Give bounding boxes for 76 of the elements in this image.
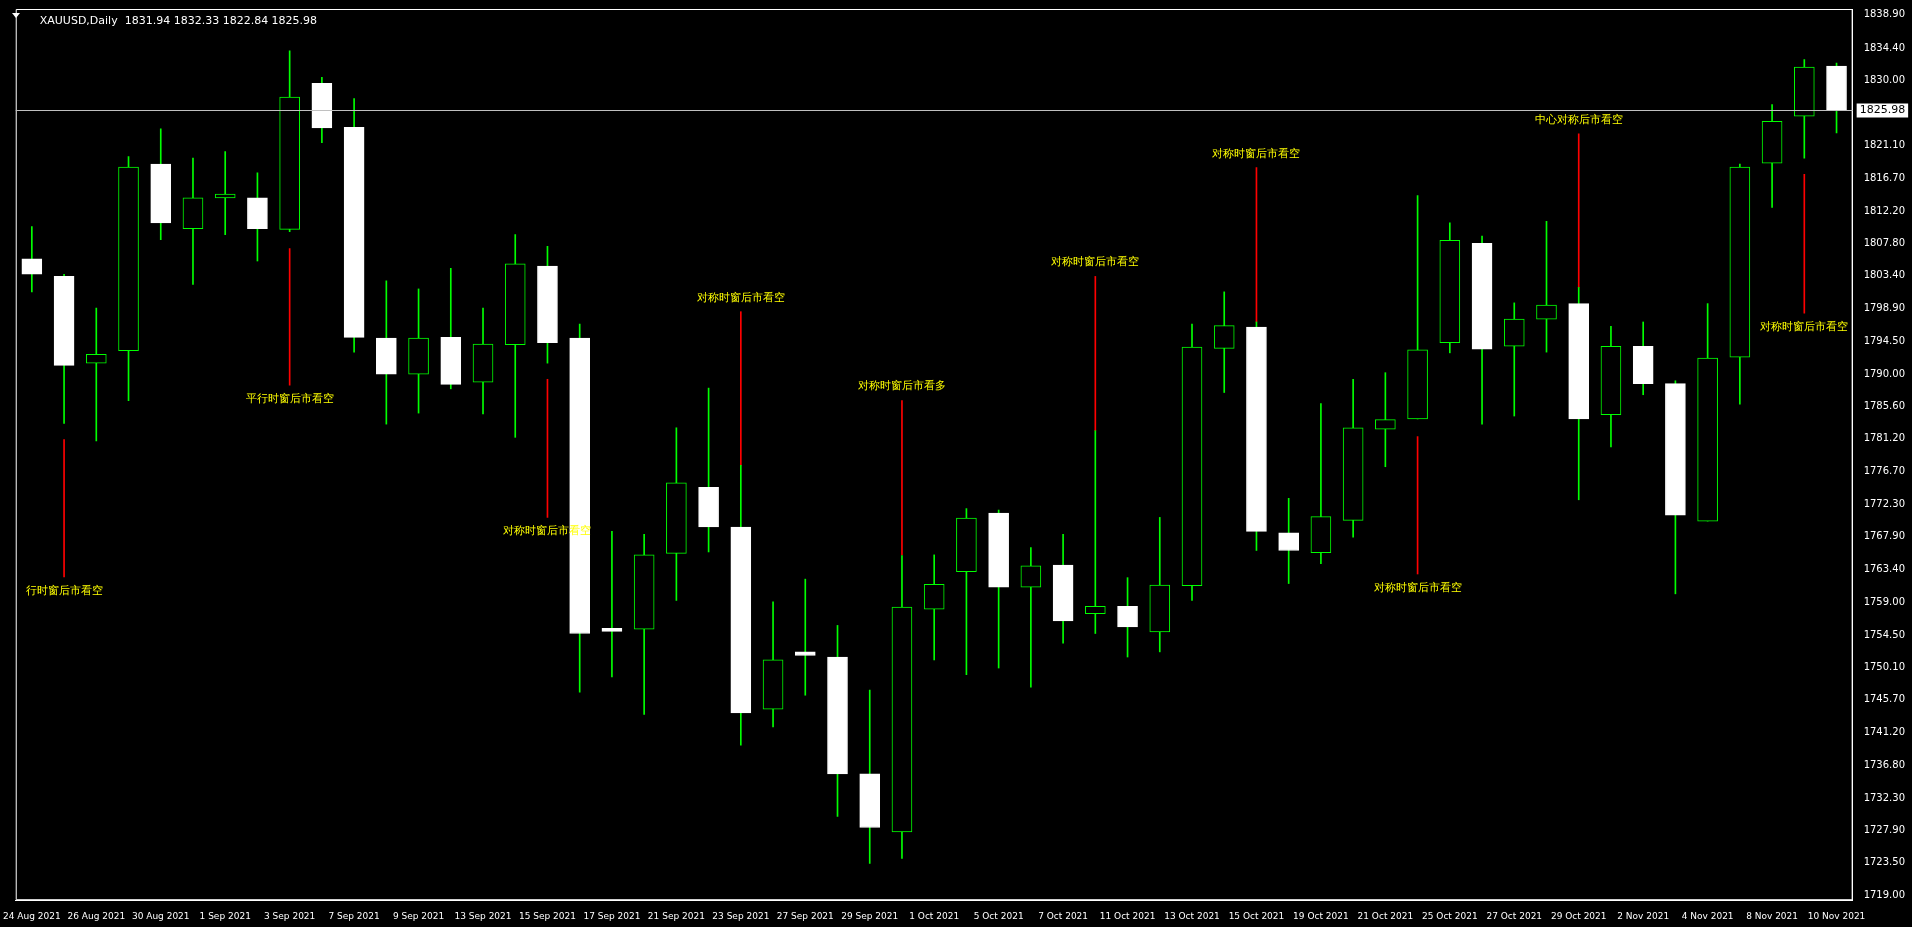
y-tick-label: 1741.20	[1863, 726, 1906, 738]
x-tick-label: 19 Oct 2021	[1293, 910, 1349, 921]
y-tick-label: 1776.70	[1863, 465, 1906, 477]
annotation: 平行时窗后市看空	[245, 392, 334, 406]
candlestick	[923, 554, 945, 661]
x-tick-label: 11 Oct 2021	[1099, 910, 1156, 921]
x-tick-label: 25 Oct 2021	[1421, 910, 1478, 921]
candlestick	[1310, 403, 1332, 565]
x-tick-label: 13 Sep 2021	[454, 910, 512, 921]
annotation: 对称时窗后市看多	[857, 379, 946, 393]
candlestick	[182, 157, 204, 285]
x-tick-label: 29 Oct 2021	[1550, 910, 1607, 921]
y-tick-label: 1803.40	[1863, 269, 1906, 281]
candlestick	[601, 531, 623, 678]
y-tick-label: 1732.30	[1863, 791, 1906, 803]
x-tick-label: 27 Sep 2021	[776, 910, 834, 921]
y-tick-label: 1838.90	[1863, 8, 1906, 20]
annotation: 对称时窗后市看空	[1212, 146, 1301, 160]
annotation: 行时窗后市看空	[25, 583, 103, 597]
x-tick-label: 26 Aug 2021	[67, 910, 126, 921]
y-tick-label: 1745.70	[1863, 693, 1906, 705]
x-tick-label: 4 Nov 2021	[1681, 910, 1734, 921]
candlestick	[1278, 497, 1300, 584]
x-tick-label: 13 Oct 2021	[1164, 910, 1220, 921]
y-tick-label: 1719.00	[1863, 889, 1906, 901]
y-tick-label: 1816.70	[1863, 171, 1906, 183]
x-tick-label: 1 Sep 2021	[199, 910, 251, 921]
x-tick-label: 3 Sep 2021	[263, 910, 316, 921]
candlestick	[1020, 547, 1042, 688]
candlestick	[1503, 302, 1525, 417]
x-tick-label: 5 Oct 2021	[973, 910, 1024, 921]
x-tick-label: 8 Nov 2021	[1746, 910, 1799, 921]
x-tick-label: 21 Oct 2021	[1357, 910, 1414, 921]
x-tick-label: 17 Sep 2021	[583, 910, 641, 921]
y-tick-label: 1834.40	[1863, 41, 1906, 53]
x-tick-label: 9 Sep 2021	[392, 910, 445, 921]
y-tick-label: 1812.20	[1863, 204, 1906, 216]
x-tick-label: 30 Aug 2021	[131, 910, 190, 921]
y-tick-label: 1767.90	[1863, 530, 1906, 542]
x-tick-label: 21 Sep 2021	[647, 910, 705, 921]
x-tick-label: 2 Nov 2021	[1617, 910, 1670, 921]
candlestick	[1213, 291, 1235, 393]
y-tick-label: 1759.00	[1863, 595, 1906, 607]
text: XAUUSD,Daily 1831.94 1832.33 1822.84 1825.98	[39, 13, 318, 27]
x-tick-label: 15 Sep 2021	[518, 910, 576, 921]
y-tick-label: 1754.50	[1863, 628, 1906, 640]
x-tick-label: 24 Aug 2021	[3, 910, 61, 921]
annotation: 对称时窗后市看空	[1760, 320, 1849, 334]
y-tick-label: 1750.10	[1863, 660, 1906, 672]
x-tick-label: 29 Sep 2021	[841, 910, 899, 921]
y-tick-label: 1798.90	[1863, 302, 1906, 314]
x-tick-label: 7 Sep 2021	[328, 910, 380, 921]
y-tick-label: 1781.20	[1863, 432, 1906, 444]
x-tick-label: 1 Oct 2021	[909, 910, 960, 921]
y-tick-label: 1807.80	[1863, 236, 1906, 248]
x-tick-label: 27 Oct 2021	[1486, 910, 1543, 921]
y-tick-label: 1723.50	[1863, 856, 1906, 868]
x-tick-label: 7 Oct 2021	[1038, 910, 1089, 921]
y-tick-label: 1794.50	[1863, 334, 1906, 346]
x-tick-label: 10 Nov 2021	[1807, 910, 1866, 921]
y-tick-label: 1727.90	[1863, 824, 1906, 835]
y-tick-label: 1785.60	[1863, 400, 1906, 412]
ref-line-label: 1825.98	[1859, 103, 1906, 117]
candlestick	[85, 307, 107, 442]
annotation: 对称时窗后市看空	[1051, 255, 1140, 269]
annotation: 中心对称后市看空	[1534, 112, 1623, 126]
y-tick-label: 1821.10	[1863, 139, 1906, 151]
y-tick-label: 1736.80	[1863, 758, 1906, 770]
y-tick-label: 1772.30	[1863, 497, 1906, 509]
annotation: 对称时窗后市看空	[1373, 580, 1462, 594]
y-tick-label: 1763.40	[1863, 563, 1906, 575]
x-tick-label: 23 Sep 2021	[712, 910, 770, 921]
x-tick-label: 15 Oct 2021	[1228, 910, 1285, 921]
y-tick-label: 1790.00	[1863, 367, 1906, 379]
annotation: 对称时窗后市看空	[696, 290, 785, 304]
y-tick-label: 1830.00	[1863, 73, 1906, 85]
